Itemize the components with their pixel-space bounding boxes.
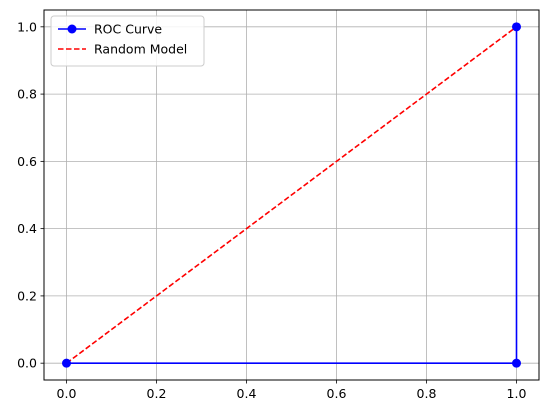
legend: ROC Curve Random Model [50, 15, 205, 67]
plot-series [62, 22, 521, 368]
x-tick-label: 0.0 [57, 386, 77, 401]
y-tick-label: 1.0 [17, 19, 37, 34]
x-tick-label: 0.4 [237, 386, 257, 401]
roc-curve-point [512, 358, 521, 368]
y-tick-label: 0.0 [17, 356, 37, 371]
y-tick-label: 0.4 [17, 221, 37, 236]
y-tick-label: 0.6 [17, 154, 37, 169]
legend-label-roc-curve: ROC Curve [94, 22, 162, 37]
x-tick-label: 0.8 [417, 386, 437, 401]
plot-frame [43, 9, 540, 381]
legend-label-random-model: Random Model [94, 42, 187, 57]
x-tick-label: 1.0 [507, 386, 527, 401]
roc-curve-point [62, 358, 71, 368]
y-tick-label: 0.2 [17, 288, 37, 303]
roc-curve-point [512, 22, 521, 32]
axis-ticks: 0.0 0.2 0.4 0.6 0.8 1.0 0.0 0.2 0.4 0.6 0.8 1.0 [17, 19, 526, 401]
legend-box [50, 15, 205, 67]
random-model-line [66, 26, 517, 364]
x-tick-label: 0.6 [327, 386, 347, 401]
y-tick-label: 0.8 [17, 87, 37, 102]
legend-roc-marker [67, 24, 77, 34]
x-tick-label: 0.2 [147, 386, 167, 401]
